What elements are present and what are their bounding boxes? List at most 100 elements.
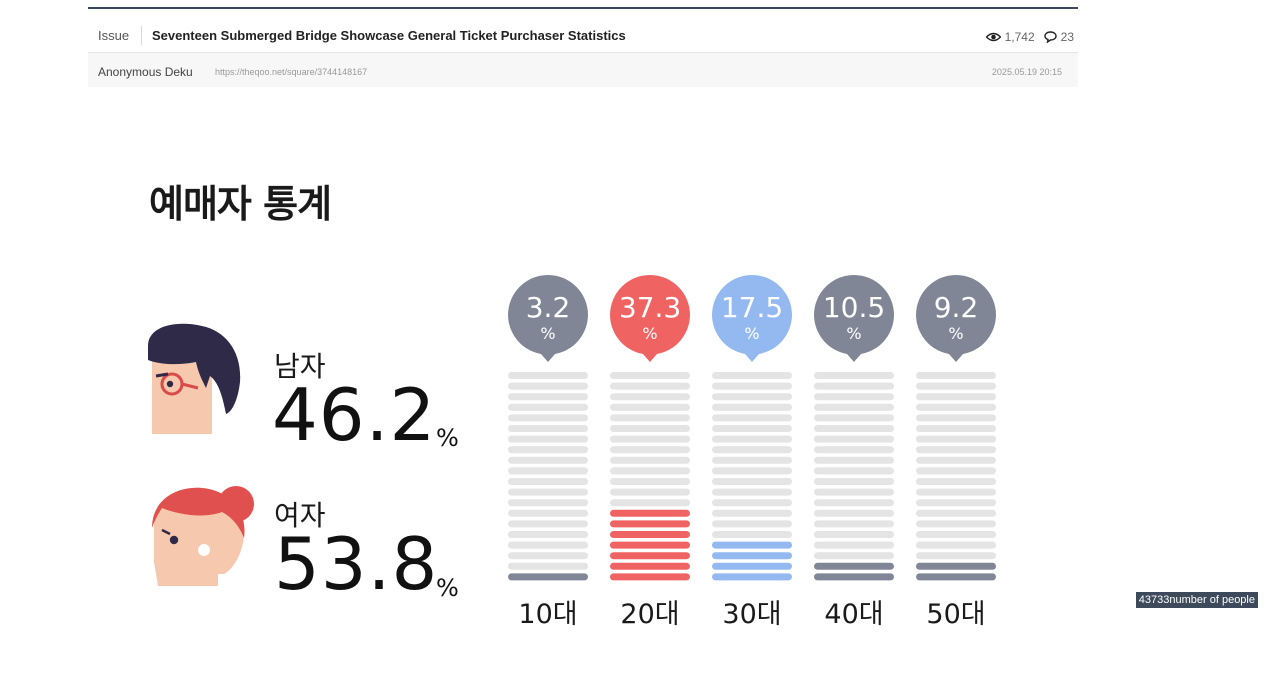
male-percent-unit: % xyxy=(436,424,459,452)
bar-segment-empty xyxy=(916,499,996,507)
bar-segment-filled xyxy=(610,531,690,538)
age-percent-value: 10.5 xyxy=(823,291,885,324)
bar-segment-empty xyxy=(610,488,690,496)
bar-segment-empty xyxy=(610,382,690,390)
bar-segment-empty xyxy=(814,541,894,549)
eye-icon xyxy=(985,32,1001,42)
bar-segment-empty xyxy=(814,382,894,390)
bar-segment-empty xyxy=(508,520,588,528)
bar-segment-empty xyxy=(814,499,894,507)
bar-segment-filled xyxy=(712,552,792,560)
bar-segment-empty xyxy=(712,456,792,464)
bar-segment-empty xyxy=(916,446,996,454)
bar-segment-empty xyxy=(814,393,894,401)
bar-segment-empty xyxy=(916,372,996,379)
bar-segment-empty xyxy=(916,541,996,549)
percent-bubble xyxy=(610,275,690,362)
bar-segment-empty xyxy=(814,467,894,475)
bar-segment-empty xyxy=(508,446,588,454)
post-header: Issue Seventeen Submerged Bridge Showcas… xyxy=(88,20,1078,53)
bar-segment-empty xyxy=(712,467,792,475)
age-group-label: 50대 xyxy=(926,599,986,630)
female-percent-unit: % xyxy=(436,574,459,602)
bar-segment-empty xyxy=(610,414,690,422)
bar-segment-empty xyxy=(916,520,996,528)
view-count: 1,742 xyxy=(1004,30,1035,44)
comment-icon xyxy=(1043,31,1057,43)
bar-segment-empty xyxy=(916,382,996,390)
percent-bubble xyxy=(508,275,588,362)
bar-segment-empty xyxy=(610,456,690,464)
female-percent: 53.8 xyxy=(274,522,439,606)
post-url[interactable]: https://theqoo.net/square/3744148167 xyxy=(215,67,368,77)
age-group-label: 10대 xyxy=(518,599,578,630)
bar-segment-empty xyxy=(712,372,792,379)
bar-segment-empty xyxy=(814,403,894,411)
bar-segment-filled xyxy=(712,573,792,581)
bar-segment-empty xyxy=(508,478,588,485)
bar-segment-empty xyxy=(508,488,588,496)
bar-segment-empty xyxy=(712,393,792,401)
bar-segment-empty xyxy=(712,403,792,411)
bar-segment-empty xyxy=(508,425,588,432)
age-percent-unit: % xyxy=(744,324,759,343)
female-label: 여자 xyxy=(274,499,326,532)
bar-segment-empty xyxy=(814,414,894,422)
bar-segment-empty xyxy=(610,403,690,411)
bar-segment-empty xyxy=(712,382,792,390)
bar-segment-filled xyxy=(814,573,894,581)
bar-segment-filled xyxy=(712,562,792,570)
post-stats: 1,742 23 xyxy=(985,30,1074,44)
bar-segment-empty xyxy=(814,456,894,464)
bar-segment-empty xyxy=(916,393,996,401)
bar-segment-empty xyxy=(916,425,996,432)
age-percent-value: 3.2 xyxy=(526,291,571,324)
bar-segment-empty xyxy=(814,552,894,560)
bar-segment-empty xyxy=(508,509,588,517)
male-label: 남자 xyxy=(274,350,326,383)
bar-segment-empty xyxy=(916,403,996,411)
bar-segment-empty xyxy=(508,393,588,401)
bar-segment-empty xyxy=(712,488,792,496)
bar-segment-empty xyxy=(508,382,588,390)
bar-segment-empty xyxy=(814,509,894,517)
post-date: 2025.05.19 20:15 xyxy=(991,67,1062,77)
author-name[interactable]: Anonymous Deku xyxy=(98,65,193,79)
age-percent-unit: % xyxy=(540,324,555,343)
bar-segment-empty xyxy=(814,520,894,528)
infographic-heading: 예매자 통계 xyxy=(149,182,332,226)
bar-segment-empty xyxy=(508,541,588,549)
bar-segment-empty xyxy=(610,435,690,443)
bar-segment-empty xyxy=(814,478,894,485)
bar-segment-empty xyxy=(814,435,894,443)
age-percent-value: 37.3 xyxy=(619,291,681,324)
male-percent: 46.2 xyxy=(272,373,437,457)
bar-segment-empty xyxy=(610,467,690,475)
age-percent-unit: % xyxy=(642,324,657,343)
post-title[interactable]: Seventeen Submerged Bridge Showcase Gene… xyxy=(152,28,626,43)
age-percent-unit: % xyxy=(846,324,861,343)
age-group-label: 40대 xyxy=(824,599,884,630)
female-face-icon xyxy=(152,486,254,586)
bar-segment-empty xyxy=(508,372,588,379)
age-percent-value: 17.5 xyxy=(721,291,783,324)
bar-segment-filled xyxy=(610,562,690,570)
bar-segment-filled xyxy=(508,573,588,581)
bar-segment-empty xyxy=(916,509,996,517)
bar-segment-empty xyxy=(712,531,792,538)
bar-segment-filled xyxy=(814,562,894,570)
bar-segment-filled xyxy=(916,562,996,570)
comment-count[interactable]: 23 xyxy=(1060,30,1074,44)
bar-segment-empty xyxy=(610,446,690,454)
bar-segment-empty xyxy=(712,435,792,443)
post-category[interactable]: Issue xyxy=(98,28,130,43)
bar-segment-empty xyxy=(712,425,792,432)
bar-segment-empty xyxy=(610,425,690,432)
bar-segment-empty xyxy=(712,478,792,485)
percent-bubble xyxy=(712,275,792,362)
percent-bubble xyxy=(916,275,996,362)
bar-segment-empty xyxy=(916,552,996,560)
participant-count-badge: 43733number of people xyxy=(1135,592,1258,608)
bar-segment-empty xyxy=(814,531,894,538)
bar-segment-empty xyxy=(712,499,792,507)
